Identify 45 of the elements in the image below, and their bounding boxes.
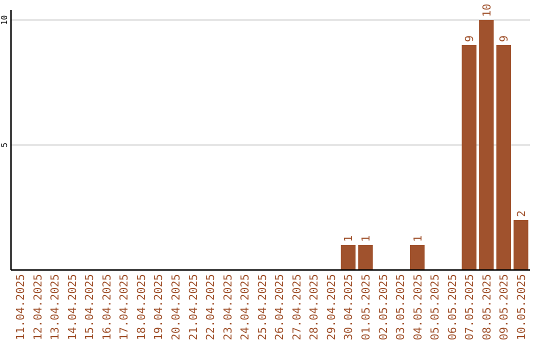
x-tick-label: 01.05.2025 xyxy=(359,274,372,340)
x-tick-label: 05.05.2025 xyxy=(428,274,442,340)
x-tick-label: 19.04.2025 xyxy=(152,274,166,340)
data-label: 2 xyxy=(514,210,528,217)
bar xyxy=(479,20,494,270)
data-label: 1 xyxy=(359,235,372,242)
x-tick-label: 21.04.2025 xyxy=(186,274,200,340)
x-tick-label: 28.04.2025 xyxy=(308,274,321,340)
x-tick-label: 07.05.2025 xyxy=(463,274,476,340)
data-label: 9 xyxy=(498,35,511,42)
bar xyxy=(358,245,373,270)
x-tick-label: 26.04.2025 xyxy=(273,274,286,340)
x-tick-label: 27.04.2025 xyxy=(290,274,304,340)
x-tick-label: 18.04.2025 xyxy=(134,274,148,340)
y-tick-label: 5 xyxy=(0,142,9,148)
x-tick-label: 29.04.2025 xyxy=(324,274,338,340)
data-label: 9 xyxy=(463,35,476,42)
x-tick-label: 09.05.2025 xyxy=(498,274,511,340)
data-label: 10 xyxy=(480,4,494,17)
x-tick-label: 25.04.2025 xyxy=(256,274,269,340)
x-tick-label: 10.05.2025 xyxy=(514,274,528,340)
x-tick-label: 14.04.2025 xyxy=(66,274,79,340)
x-tick-label: 15.04.2025 xyxy=(83,274,96,340)
data-label: 1 xyxy=(411,235,424,242)
x-tick-label: 12.04.2025 xyxy=(31,274,44,340)
x-tick-label: 02.05.2025 xyxy=(376,274,390,340)
bar xyxy=(514,220,528,270)
x-tick-label: 06.05.2025 xyxy=(446,274,459,340)
x-tick-label: 20.04.2025 xyxy=(170,274,183,340)
x-tick-label: 16.04.2025 xyxy=(100,274,114,340)
x-tick-label: 11.04.2025 xyxy=(14,274,28,340)
x-tick-label: 22.04.2025 xyxy=(204,274,218,340)
bar xyxy=(496,45,511,270)
x-tick-label: 24.04.2025 xyxy=(238,274,252,340)
x-tick-label: 17.04.2025 xyxy=(118,274,131,340)
x-tick-label: 03.05.2025 xyxy=(394,274,408,340)
x-tick-label: 30.04.2025 xyxy=(342,274,356,340)
x-tick-label: 08.05.2025 xyxy=(480,274,494,340)
x-tick-label: 13.04.2025 xyxy=(48,274,62,340)
x-tick-label: 04.05.2025 xyxy=(411,274,424,340)
bar xyxy=(410,245,425,270)
bar xyxy=(340,245,356,270)
bar xyxy=(462,45,476,270)
x-tick-label: 23.04.2025 xyxy=(221,274,234,340)
data-label: 1 xyxy=(342,235,356,242)
